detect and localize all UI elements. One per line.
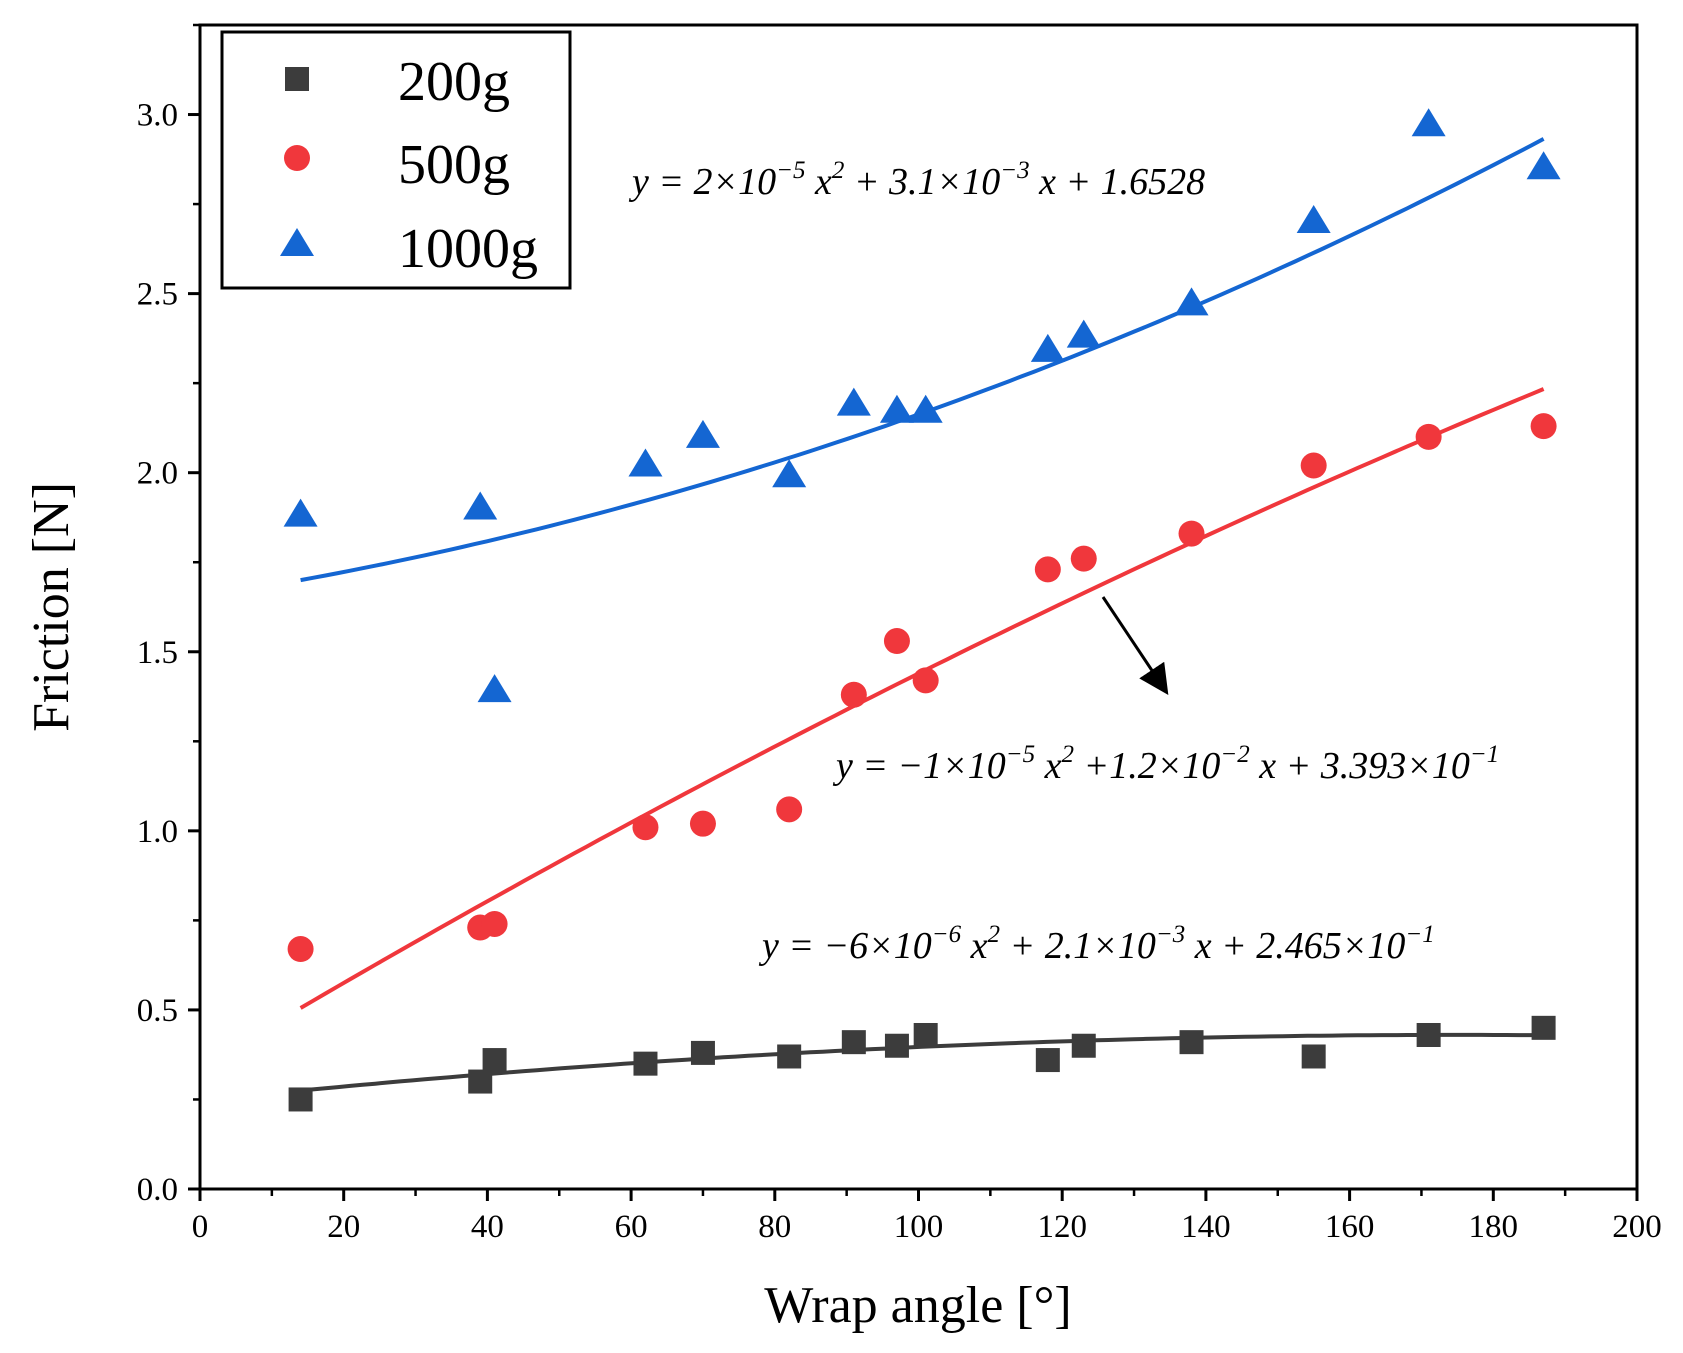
point-1000g-9 — [1030, 333, 1065, 362]
y-tick-label-4: 2.0 — [137, 456, 178, 492]
x-tick-label-180: 180 — [1469, 1209, 1519, 1245]
point-200g-10 — [1071, 1033, 1096, 1058]
point-1000g-12 — [1296, 204, 1331, 233]
point-1000g-3 — [628, 448, 663, 477]
annotation-arrow — [1101, 596, 1169, 695]
point-500g-11 — [1178, 520, 1205, 547]
legend-marker-200g — [285, 67, 309, 91]
point-500g-0 — [287, 936, 314, 963]
point-200g-4 — [690, 1040, 715, 1065]
point-200g-5 — [777, 1044, 802, 1069]
y-axis-title: Friction [N] — [23, 482, 80, 732]
point-500g-10 — [1070, 545, 1097, 572]
x-axis-ticks: 0 20 40 60 80 100 120 140 160 180 200 — [192, 1189, 1662, 1245]
point-1000g-4 — [685, 419, 720, 448]
x-tick-label-200: 200 — [1612, 1209, 1662, 1245]
point-1000g-13 — [1411, 108, 1446, 137]
y-axis-ticks: 0.0 0.5 1.0 1.5 2.0 2.5 3.0 — [137, 23, 200, 1208]
point-200g-14 — [1531, 1015, 1556, 1040]
point-1000g-2 — [477, 674, 512, 703]
point-1000g-8 — [908, 394, 943, 423]
500g-equation: y = −1×10−5 x2 +1.2×10−2 x + 3.393×10−1 — [832, 741, 1499, 787]
x-tick-label-100: 100 — [894, 1209, 944, 1245]
legend-box — [220, 30, 572, 290]
point-1000g-10 — [1066, 319, 1101, 348]
point-200g-2 — [482, 1048, 507, 1073]
point-1000g-6 — [836, 387, 871, 416]
point-500g-9 — [1034, 556, 1061, 583]
point-500g-12 — [1300, 452, 1327, 479]
point-200g-3 — [633, 1051, 658, 1076]
y-tick-label-5: 2.5 — [137, 277, 178, 313]
y-tick-label-2: 1.0 — [137, 814, 178, 850]
x-tick-label-40: 40 — [471, 1209, 504, 1245]
x-tick-label-20: 20 — [327, 1209, 360, 1245]
point-500g-13 — [1415, 423, 1442, 450]
x-axis-title: Wrap angle [°] — [764, 1277, 1071, 1334]
point-200g-7 — [884, 1033, 909, 1058]
point-500g-5 — [776, 796, 803, 823]
point-500g-8 — [912, 667, 939, 694]
legend-marker-1000g — [280, 228, 314, 256]
y-tick-label-1: 0.5 — [137, 993, 178, 1029]
point-200g-13 — [1416, 1022, 1441, 1047]
point-1000g-14 — [1526, 151, 1561, 180]
legend: 200g 500g 1000g — [220, 30, 572, 290]
point-200g-1 — [468, 1069, 493, 1094]
200g-equation: y = −6×10−6 x2 + 2.1×10−3 x + 2.465×10−1 — [758, 921, 1435, 967]
point-1000g-1 — [463, 491, 498, 520]
x-tick-label-160: 160 — [1325, 1209, 1375, 1245]
x-tick-label-60: 60 — [615, 1209, 648, 1245]
x-tick-label-80: 80 — [758, 1209, 791, 1245]
x-tick-label-120: 120 — [1037, 1209, 1087, 1245]
y-tick-label-3: 1.5 — [137, 635, 178, 671]
point-500g-2 — [481, 910, 508, 937]
1000g-equation: y = 2×10−5 x2 + 3.1×10−3 x + 1.6528 — [628, 157, 1205, 203]
point-1000g-0 — [283, 498, 318, 527]
point-500g-6 — [840, 681, 867, 708]
point-500g-4 — [689, 810, 716, 837]
point-200g-12 — [1301, 1044, 1326, 1069]
point-200g-6 — [841, 1030, 866, 1055]
point-500g-3 — [632, 814, 659, 841]
y-tick-label-6: 3.0 — [137, 98, 178, 134]
point-200g-8 — [913, 1022, 938, 1047]
point-1000g-7 — [879, 394, 914, 423]
point-500g-7 — [883, 628, 910, 655]
legend-marker-500g — [284, 145, 310, 171]
data-points — [283, 108, 1561, 1112]
point-200g-0 — [288, 1087, 313, 1112]
legend-label-500g: 500g — [398, 134, 510, 196]
legend-label-1000g: 1000g — [398, 218, 538, 280]
point-200g-9 — [1035, 1048, 1060, 1073]
point-500g-14 — [1530, 413, 1557, 440]
x-tick-label-140: 140 — [1181, 1209, 1231, 1245]
y-tick-label-0: 0.0 — [137, 1172, 178, 1208]
point-200g-11 — [1179, 1030, 1204, 1055]
x-tick-label-0: 0 — [192, 1209, 209, 1245]
point-1000g-11 — [1174, 287, 1209, 316]
legend-label-200g: 200g — [398, 51, 510, 113]
point-1000g-5 — [772, 459, 807, 488]
